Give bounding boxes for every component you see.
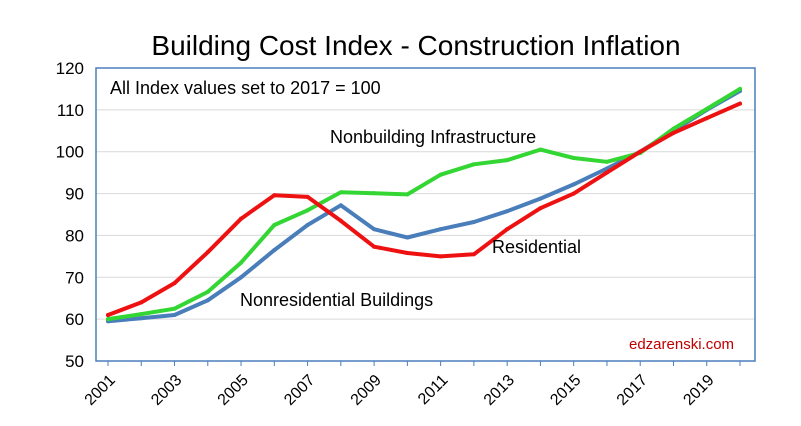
data-point-nonbuilding-infrastructure xyxy=(471,162,476,167)
data-point-nonresidential-buildings xyxy=(239,275,244,280)
data-point-nonbuilding-infrastructure xyxy=(338,190,343,195)
data-point-nonbuilding-infrastructure xyxy=(538,147,543,152)
y-tick-label: 50 xyxy=(65,352,84,371)
data-point-nonresidential-buildings xyxy=(139,316,144,321)
data-point-residential xyxy=(471,252,476,257)
data-point-nonresidential-buildings xyxy=(471,220,476,225)
annotation-residential: Residential xyxy=(492,237,581,257)
y-tick-label: 110 xyxy=(57,101,84,120)
y-tick-label: 70 xyxy=(65,268,84,287)
data-point-residential xyxy=(538,206,543,211)
data-point-nonresidential-buildings xyxy=(205,298,210,303)
data-point-nonresidential-buildings xyxy=(505,209,510,214)
annotation-nonbuilding-infrastructure: Nonbuilding Infrastructure xyxy=(330,127,536,147)
data-point-nonresidential-buildings xyxy=(538,196,543,201)
y-tick-label: 60 xyxy=(65,310,84,329)
data-point-nonbuilding-infrastructure xyxy=(671,126,676,131)
annotation-nonresidential-buildings: Nonresidential Buildings xyxy=(240,290,433,310)
data-point-residential xyxy=(139,300,144,305)
data-point-residential xyxy=(372,244,377,249)
data-point-residential xyxy=(505,227,510,232)
data-point-residential xyxy=(638,149,643,154)
data-point-residential xyxy=(305,194,310,199)
data-point-nonbuilding-infrastructure xyxy=(372,191,377,196)
data-point-residential xyxy=(338,218,343,223)
data-point-nonbuilding-infrastructure xyxy=(305,208,310,213)
plot-area-border xyxy=(95,67,756,362)
data-point-nonbuilding-infrastructure xyxy=(106,317,110,322)
data-point-nonbuilding-infrastructure xyxy=(272,222,277,227)
data-point-nonbuilding-infrastructure xyxy=(239,260,244,265)
data-point-residential xyxy=(272,193,277,198)
data-point-residential xyxy=(106,312,110,317)
data-point-nonresidential-buildings xyxy=(372,227,377,232)
chart-title: Building Cost Index - Construction Infla… xyxy=(151,30,680,61)
data-point-nonbuilding-infrastructure xyxy=(604,159,609,164)
data-point-nonbuilding-infrastructure xyxy=(438,172,443,177)
y-tick-label: 100 xyxy=(56,143,84,162)
data-point-nonbuilding-infrastructure xyxy=(172,306,177,311)
data-point-residential xyxy=(738,101,742,106)
data-point-residential xyxy=(571,191,576,196)
data-point-residential xyxy=(239,216,244,221)
data-point-nonbuilding-infrastructure xyxy=(405,192,410,197)
y-tick-label: 90 xyxy=(65,185,84,204)
series-line-residential xyxy=(106,101,742,317)
data-point-nonresidential-buildings xyxy=(272,248,277,253)
data-point-nonresidential-buildings xyxy=(571,182,576,187)
gridlines xyxy=(96,109,755,320)
series-lines xyxy=(106,86,742,324)
data-point-nonresidential-buildings xyxy=(172,312,177,317)
data-point-residential xyxy=(405,251,410,256)
data-point-nonresidential-buildings xyxy=(405,235,410,240)
watermark: edzarenski.com xyxy=(629,336,734,353)
data-point-residential xyxy=(438,254,443,259)
y-tick-label: 120 xyxy=(56,59,84,78)
chart-subtitle: All Index values set to 2017 = 100 xyxy=(110,78,381,98)
data-point-nonbuilding-infrastructure xyxy=(738,86,742,91)
y-tick-label: 80 xyxy=(65,226,84,245)
series-residential xyxy=(106,101,742,317)
data-point-nonbuilding-infrastructure xyxy=(205,289,210,294)
data-point-nonresidential-buildings xyxy=(604,166,609,171)
data-point-nonbuilding-infrastructure xyxy=(505,158,510,163)
data-point-residential xyxy=(205,250,210,255)
data-point-nonbuilding-infrastructure xyxy=(139,312,144,317)
data-point-residential xyxy=(704,116,709,121)
data-point-residential xyxy=(671,130,676,135)
data-point-nonbuilding-infrastructure xyxy=(571,155,576,160)
data-point-nonbuilding-infrastructure xyxy=(704,107,709,112)
data-point-residential xyxy=(172,281,177,286)
data-point-nonresidential-buildings xyxy=(438,227,443,232)
y-axis: 50 60 70 80 90 100 110 120 xyxy=(56,59,84,371)
data-point-nonresidential-buildings xyxy=(305,222,310,227)
data-point-nonresidential-buildings xyxy=(338,203,343,208)
data-point-residential xyxy=(604,170,609,175)
